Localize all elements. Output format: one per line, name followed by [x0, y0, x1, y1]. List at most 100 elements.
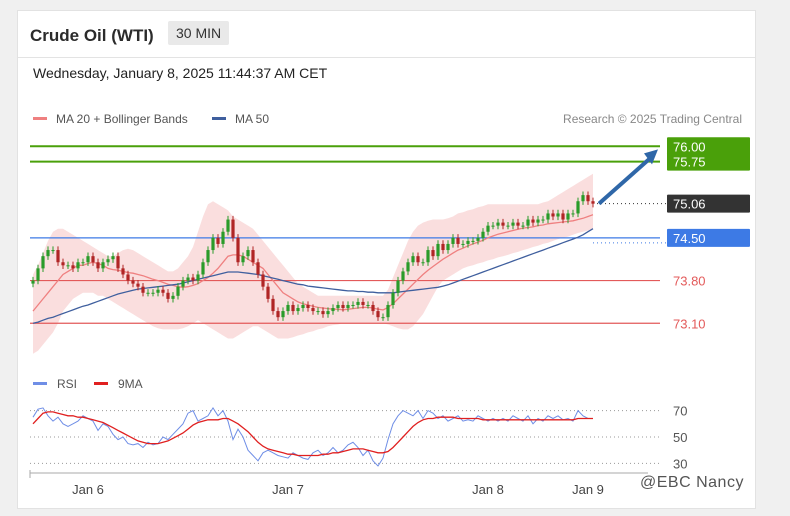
candle-body: [506, 225, 510, 227]
candle-body: [261, 274, 265, 287]
candle-body: [226, 219, 230, 232]
candle-body: [536, 219, 540, 223]
candle-body: [201, 262, 205, 275]
candle-body: [111, 256, 115, 260]
ma50-line: [32, 228, 594, 324]
rsi-9ma-line: [32, 411, 593, 457]
candle-body: [211, 237, 215, 251]
candle-body: [206, 250, 210, 263]
candle-body: [36, 268, 40, 281]
candle-body: [241, 256, 245, 263]
candle-body: [166, 292, 170, 299]
candle-body: [416, 256, 420, 263]
candle-body: [446, 243, 450, 251]
candle-body: [531, 219, 535, 223]
candle-body: [116, 256, 120, 269]
legend-ma50-swatch: [212, 117, 226, 120]
candle-body: [456, 237, 460, 244]
candle-body: [131, 280, 135, 284]
candle-body: [276, 311, 280, 318]
candle-body: [71, 265, 75, 269]
candle-body: [266, 286, 270, 299]
candle-body: [571, 213, 575, 215]
candle-body: [576, 201, 580, 214]
level-label-73.10: 73.10: [673, 316, 706, 331]
timeframe-badge[interactable]: 30 MIN: [168, 21, 230, 45]
candle-body: [381, 317, 385, 319]
candle-body: [496, 222, 500, 226]
candle-body: [521, 225, 525, 227]
candle-body: [581, 195, 585, 202]
candle-body: [31, 280, 35, 284]
legend-ma20-swatch: [33, 117, 47, 120]
candle-body: [471, 240, 475, 242]
candle-body: [526, 219, 530, 226]
candle-body: [556, 213, 560, 217]
candle-body: [451, 237, 455, 244]
datetime-label: Wednesday, January 8, 2025 11:44:37 AM C…: [33, 65, 328, 81]
candle-body: [401, 271, 405, 281]
candle-body: [321, 311, 325, 315]
candle-body: [486, 225, 490, 232]
instrument-title: Crude Oil (WTI): [30, 26, 154, 45]
rsi-tick-label: 30: [673, 456, 687, 471]
candle-body: [546, 213, 550, 220]
candle-body: [441, 243, 445, 251]
x-tick-label: Jan 9: [572, 482, 604, 497]
candle-body: [336, 304, 340, 309]
candle-body: [231, 219, 235, 238]
candle-body: [426, 250, 430, 263]
candle-body: [461, 243, 465, 245]
level-label-74.50: 74.50: [673, 231, 706, 246]
candle-body: [516, 222, 520, 226]
forecast-arrow-shaft: [597, 156, 652, 206]
candle-body: [551, 213, 555, 217]
markers: 75.06: [593, 149, 750, 244]
candle-body: [376, 311, 380, 318]
candle-body: [66, 265, 70, 267]
candle-body: [176, 286, 180, 296]
candle-body: [51, 250, 55, 252]
level-label-73.80: 73.80: [673, 274, 706, 289]
candle-body: [56, 250, 60, 263]
level-tag-75.75: [667, 152, 750, 171]
candle-body: [436, 243, 440, 257]
candle-body: [236, 237, 240, 263]
level-tag-74.50: [667, 228, 750, 247]
candle-body: [171, 295, 175, 299]
legend-rsi-swatch: [33, 382, 47, 385]
candle-body: [216, 237, 220, 244]
candle-body: [476, 237, 480, 241]
candle-body: [466, 240, 470, 244]
candle-body: [271, 298, 275, 312]
bollinger-bands: [33, 173, 593, 354]
x-tick-label: Jan 7: [272, 482, 304, 497]
candle-body: [586, 195, 590, 202]
legend-ma50-label: MA 50: [235, 112, 269, 126]
candle-body: [356, 301, 360, 305]
candle-body: [491, 225, 495, 227]
candle-body: [316, 311, 320, 313]
research-credit: Research © 2025 Trading Central: [563, 112, 742, 126]
header-divider: [18, 57, 755, 58]
candle-body: [161, 289, 165, 293]
candle-body: [156, 289, 160, 293]
candle-body: [291, 304, 295, 312]
candle-body: [136, 283, 140, 287]
candle-body: [391, 292, 395, 305]
candle-body: [101, 262, 105, 269]
candle-body: [311, 308, 315, 312]
candle-body: [361, 301, 365, 305]
rsi-panel: 70 50 30: [30, 404, 687, 471]
last-price-label: 75.06: [673, 197, 706, 212]
rsi-tick-label: 70: [673, 404, 687, 419]
candle-body: [121, 268, 125, 275]
candle-body: [281, 311, 285, 318]
candle-body: [81, 262, 85, 264]
bollinger-band-area: [33, 173, 593, 354]
candle-body: [351, 304, 355, 306]
candle-body: [106, 259, 110, 263]
legend-rsi-label: RSI: [57, 377, 77, 391]
x-tick-label: Jan 6: [72, 482, 104, 497]
